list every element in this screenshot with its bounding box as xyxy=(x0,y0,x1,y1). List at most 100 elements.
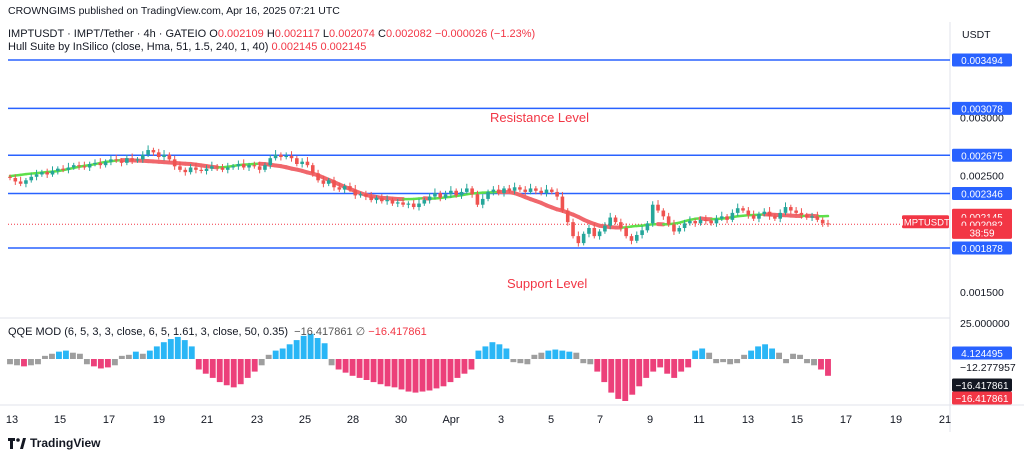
candle-body xyxy=(374,197,379,201)
qqe-bar xyxy=(678,359,685,372)
candle-body xyxy=(310,165,315,174)
candle-body xyxy=(725,216,729,220)
candle-body xyxy=(534,188,538,191)
candle-body xyxy=(220,167,225,170)
candle-body xyxy=(167,154,172,160)
candle-body xyxy=(581,233,586,244)
candle-body xyxy=(709,221,713,224)
qqe-label-box-1 xyxy=(952,378,1012,392)
qqe-bar xyxy=(356,359,363,378)
qqe-bar xyxy=(202,359,209,374)
hull-legend[interactable]: Hull Suite by InSilico (close, Hma, 51, … xyxy=(8,41,366,53)
candle-body xyxy=(241,164,246,168)
qqe-bar xyxy=(230,359,237,388)
qqe-bar xyxy=(167,339,174,359)
x-tick-10: 3 xyxy=(498,414,504,426)
candle-body xyxy=(528,188,533,192)
qqe-bar xyxy=(482,346,489,359)
candle-body xyxy=(204,168,209,171)
candle-body xyxy=(465,188,469,192)
candle-body xyxy=(231,166,235,168)
qqe-bar xyxy=(237,359,244,385)
candle-body xyxy=(45,172,49,175)
candle-body xyxy=(156,152,161,158)
qqe-bar xyxy=(461,359,468,374)
qqe-bar xyxy=(664,359,671,374)
x-tick-1: 15 xyxy=(54,414,66,426)
candle-body xyxy=(613,217,618,223)
qqe-bar xyxy=(531,354,538,359)
qqe-bar xyxy=(685,359,692,368)
candle-body xyxy=(762,211,767,215)
price-label-box-3 xyxy=(952,187,1012,201)
candle-body xyxy=(162,154,166,158)
qqe-bar xyxy=(174,336,181,359)
qqe-bar xyxy=(587,359,594,365)
candle-body xyxy=(688,221,692,224)
qqe-bar xyxy=(489,342,496,359)
candle-body xyxy=(741,208,745,211)
qqe-bar xyxy=(426,359,433,391)
candle-body xyxy=(183,169,188,173)
close-value: 0.002082 xyxy=(385,28,432,40)
candle-body xyxy=(268,158,273,166)
candle-body xyxy=(215,166,219,168)
candle-body xyxy=(98,162,103,166)
qqe-bar xyxy=(223,359,230,386)
qqe-bar xyxy=(636,359,643,387)
low-value: 0.002074 xyxy=(329,28,375,40)
qqe-bar xyxy=(454,359,461,378)
candle-body xyxy=(300,161,304,165)
qqe-label-box-0 xyxy=(952,346,1012,360)
candle-body xyxy=(677,227,682,232)
qqe-bar xyxy=(160,342,167,359)
candle-body xyxy=(661,210,666,217)
candle-body xyxy=(273,154,278,159)
candle-body xyxy=(571,222,575,237)
qqe-bar xyxy=(650,359,657,372)
candle-body xyxy=(783,207,788,213)
x-tick-4: 21 xyxy=(201,414,213,426)
qqe-bar xyxy=(804,359,810,364)
x-tick-2: 17 xyxy=(103,414,115,426)
candle-body xyxy=(93,162,97,165)
candle-body xyxy=(411,203,416,208)
qqe-bar xyxy=(314,338,321,359)
qqe-bar xyxy=(741,354,748,359)
tradingview-logo-icon xyxy=(8,437,26,449)
candle-body xyxy=(8,176,12,178)
qqe-bar xyxy=(62,350,69,359)
qqe-bar xyxy=(517,359,524,364)
qqe-bar xyxy=(727,359,734,365)
qqe-legend[interactable]: QQE MOD (6, 5, 3, 3, close, 6, 5, 1.61, … xyxy=(8,325,427,338)
qqe-bar xyxy=(384,359,391,387)
candle-body xyxy=(125,158,129,163)
price-tick-1: 0.002500 xyxy=(960,171,1004,183)
qqe-label-1: −16.417861 xyxy=(955,381,1009,392)
candle-body xyxy=(13,177,18,182)
candle-body xyxy=(544,189,549,194)
qqe-bar xyxy=(146,350,153,359)
candle-body xyxy=(71,165,76,168)
symbol-legend[interactable]: IMPTUSDT · IMPT/Tether · 4h · GATEIO O0.… xyxy=(8,28,535,40)
candle-body xyxy=(778,212,782,219)
tradingview-brand[interactable]: TradingView xyxy=(8,436,100,450)
candle-body xyxy=(257,166,262,170)
qqe-bar xyxy=(769,348,776,359)
qqe-bar xyxy=(21,359,27,367)
qqe-bar xyxy=(552,349,559,359)
brand-name: TradingView xyxy=(30,436,101,450)
published-by: CROWNGIMS published on TradingView.com, … xyxy=(8,5,340,17)
qqe-label-0: 4.124495 xyxy=(961,349,1003,360)
resistance-level-annotation: Resistance Level xyxy=(490,110,589,125)
qqe-bar xyxy=(370,359,377,383)
price-label-3: 0.002346 xyxy=(961,190,1003,201)
qqe-bar xyxy=(90,359,97,367)
qqe-bar xyxy=(783,359,789,364)
candle-body xyxy=(332,180,336,188)
candle-body xyxy=(704,219,708,222)
qqe-bar xyxy=(608,359,615,393)
hull-title: Hull Suite by InSilico (close, Hma, 51, … xyxy=(8,41,269,53)
candle-body xyxy=(672,224,676,232)
